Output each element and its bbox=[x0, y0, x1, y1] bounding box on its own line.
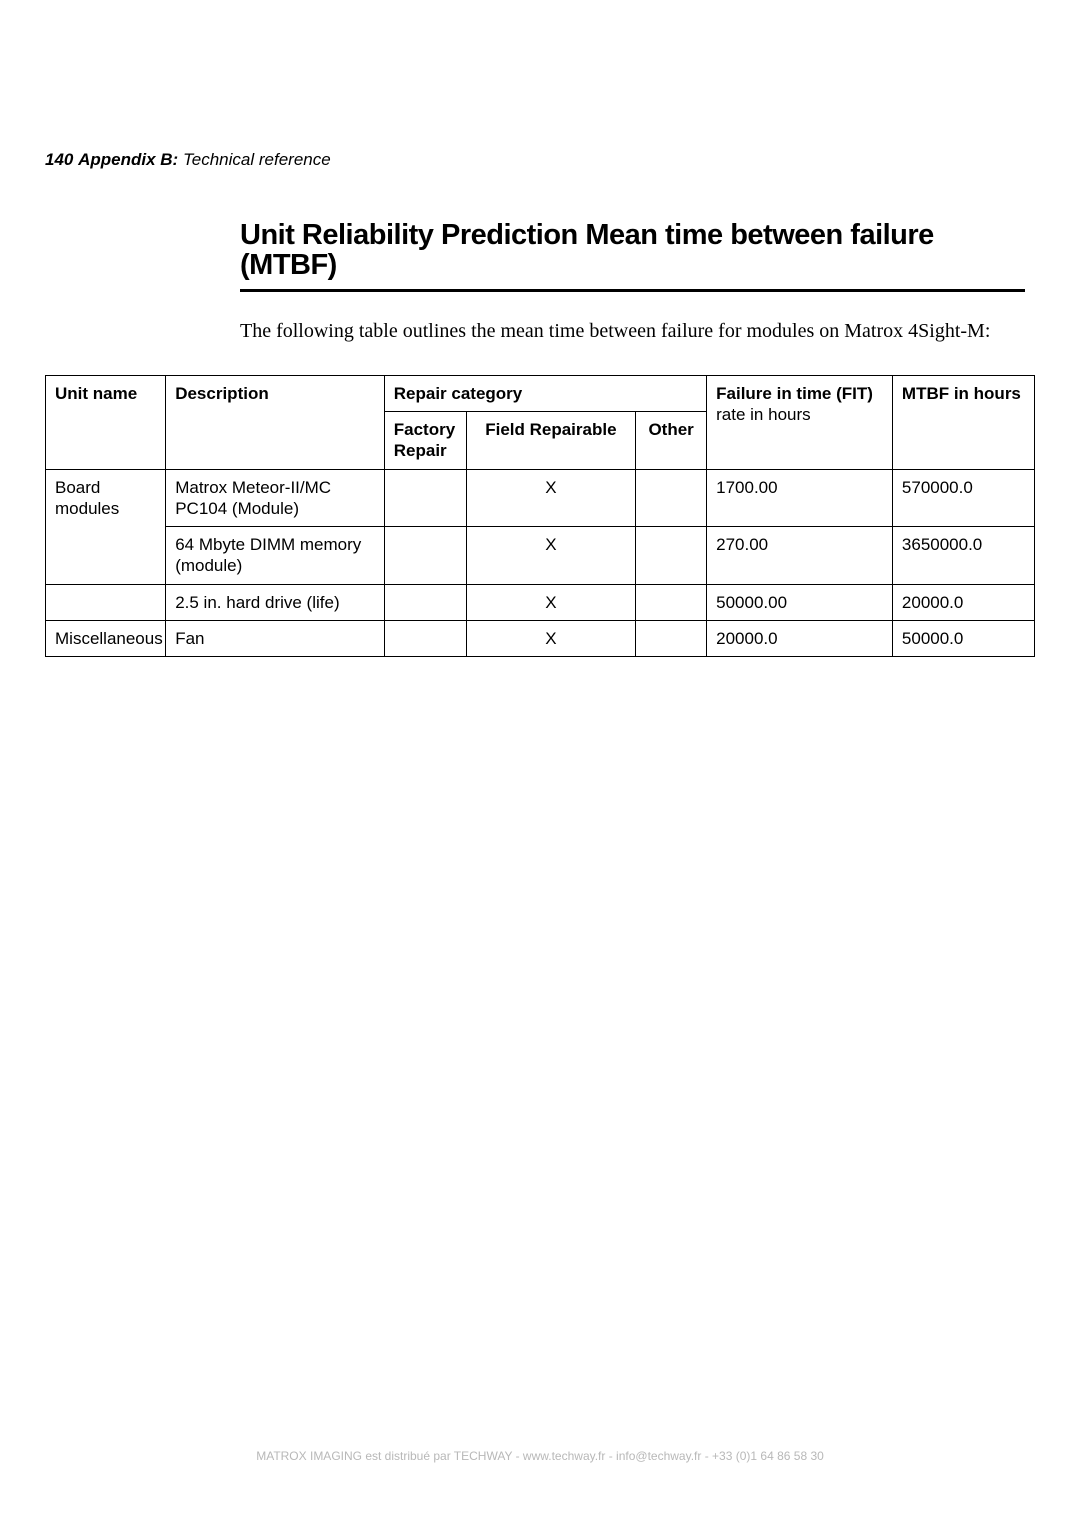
cell-description: 2.5 in. hard drive (life) bbox=[166, 584, 385, 620]
cell-mtbf: 570000.0 bbox=[892, 469, 1034, 527]
table-header-row-1: Unit name Description Repair category Fa… bbox=[46, 375, 1035, 411]
appendix-label: Appendix B: bbox=[78, 150, 178, 169]
th-field-repairable: Field Repairable bbox=[466, 412, 635, 470]
th-description: Description bbox=[166, 375, 385, 469]
cell-fit: 270.00 bbox=[707, 527, 893, 585]
table-row: 2.5 in. hard drive (life) X 50000.00 200… bbox=[46, 584, 1035, 620]
cell-description: Fan bbox=[166, 620, 385, 656]
cell-field: X bbox=[466, 469, 635, 527]
cell-unit-name bbox=[46, 584, 166, 620]
cell-mtbf: 3650000.0 bbox=[892, 527, 1034, 585]
th-fit: Failure in time (FIT) rate in hours bbox=[707, 375, 893, 469]
page-footer: MATROX IMAGING est distribué par TECHWAY… bbox=[0, 1449, 1080, 1463]
cell-mtbf: 20000.0 bbox=[892, 584, 1034, 620]
mtbf-table: Unit name Description Repair category Fa… bbox=[45, 375, 1035, 657]
cell-description: 64 Mbyte DIMM memory (module) bbox=[166, 527, 385, 585]
th-repair-category: Repair category bbox=[384, 375, 706, 411]
th-fit-sub: rate in hours bbox=[716, 405, 811, 424]
cell-field: X bbox=[466, 584, 635, 620]
cell-fit: 50000.00 bbox=[707, 584, 893, 620]
cell-field: X bbox=[466, 527, 635, 585]
cell-other bbox=[636, 527, 707, 585]
table-body: Board modules Matrox Meteor-II/MC PC104 … bbox=[46, 469, 1035, 657]
th-mtbf: MTBF in hours bbox=[892, 375, 1034, 469]
page-number: 140 bbox=[45, 150, 73, 169]
running-head: 140 Appendix B: Technical reference bbox=[45, 150, 1035, 170]
th-other: Other bbox=[636, 412, 707, 470]
cell-fit: 20000.0 bbox=[707, 620, 893, 656]
th-fit-label: Failure in time (FIT) bbox=[716, 384, 873, 403]
cell-description: Matrox Meteor-II/MC PC104 (Module) bbox=[166, 469, 385, 527]
cell-factory bbox=[384, 527, 466, 585]
section-heading: Unit Reliability Prediction Mean time be… bbox=[240, 220, 1025, 281]
cell-unit-name: Miscellaneous bbox=[46, 620, 166, 656]
cell-mtbf: 50000.0 bbox=[892, 620, 1034, 656]
appendix-subtitle: Technical reference bbox=[183, 150, 331, 169]
cell-other bbox=[636, 620, 707, 656]
intro-paragraph: The following table outlines the mean ti… bbox=[240, 318, 1025, 345]
cell-factory bbox=[384, 584, 466, 620]
cell-factory bbox=[384, 469, 466, 527]
cell-unit-name: Board modules bbox=[46, 469, 166, 584]
cell-other bbox=[636, 469, 707, 527]
heading-rule bbox=[240, 289, 1025, 292]
table-row: 64 Mbyte DIMM memory (module) X 270.00 3… bbox=[46, 527, 1035, 585]
cell-other bbox=[636, 584, 707, 620]
heading-block: Unit Reliability Prediction Mean time be… bbox=[240, 220, 1025, 345]
table-row: Miscellaneous Fan X 20000.0 50000.0 bbox=[46, 620, 1035, 656]
table-row: Board modules Matrox Meteor-II/MC PC104 … bbox=[46, 469, 1035, 527]
page-content: 140 Appendix B: Technical reference Unit… bbox=[0, 0, 1080, 657]
th-unit-name: Unit name bbox=[46, 375, 166, 469]
cell-fit: 1700.00 bbox=[707, 469, 893, 527]
cell-field: X bbox=[466, 620, 635, 656]
th-factory-repair: Factory Repair bbox=[384, 412, 466, 470]
cell-factory bbox=[384, 620, 466, 656]
